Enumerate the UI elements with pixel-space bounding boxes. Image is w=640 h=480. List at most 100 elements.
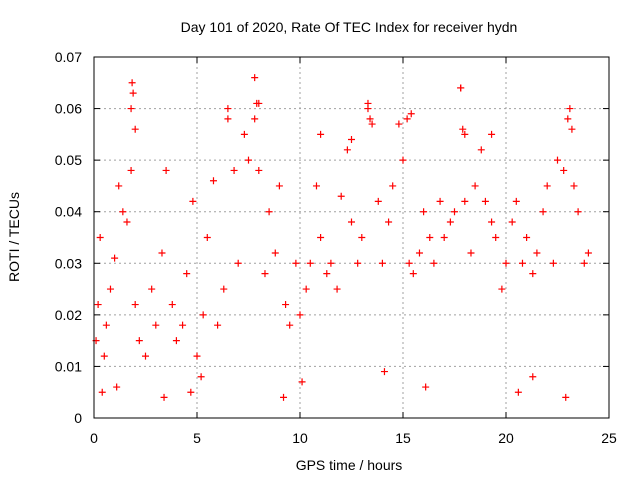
data-point: [296, 311, 304, 319]
data-point: [317, 234, 325, 241]
chart-title: Day 101 of 2020, Rate Of TEC Index for r…: [181, 19, 518, 35]
data-point: [514, 388, 522, 396]
data-point: [323, 270, 331, 278]
data-point: [306, 259, 314, 267]
data-point: [568, 125, 576, 133]
data-point: [111, 254, 119, 262]
data-point: [564, 115, 572, 123]
data-point: [358, 234, 366, 241]
y-tick-label: 0.05: [55, 152, 82, 168]
data-point: [261, 270, 269, 278]
data-point: [119, 208, 127, 216]
x-tick-label: 15: [395, 430, 411, 446]
data-point: [224, 115, 232, 123]
data-point: [467, 249, 475, 257]
data-point: [337, 192, 345, 200]
x-tick-label: 5: [193, 430, 201, 446]
data-point: [275, 182, 283, 190]
data-point: [312, 182, 320, 190]
data-point: [399, 156, 407, 164]
data-point: [409, 270, 417, 278]
data-point: [529, 373, 537, 381]
plot-frame: [93, 56, 610, 419]
data-point: [543, 182, 551, 190]
data-point: [282, 301, 290, 309]
data-point: [168, 301, 176, 309]
data-point: [148, 285, 156, 293]
data-point: [106, 285, 114, 293]
data-point: [240, 130, 248, 138]
data-point: [570, 182, 578, 190]
data-point: [422, 383, 430, 391]
data-point: [481, 197, 489, 205]
data-point: [436, 197, 444, 205]
data-point: [265, 208, 273, 216]
data-point: [102, 321, 110, 329]
data-point: [518, 259, 526, 267]
data-point: [255, 99, 263, 107]
data-point: [446, 218, 454, 226]
data-point: [354, 259, 362, 267]
data-point: [96, 234, 104, 241]
data-point: [477, 146, 485, 154]
data-point: [549, 259, 557, 267]
data-point: [158, 249, 166, 257]
data-point: [245, 156, 252, 164]
data-point: [554, 156, 561, 164]
data-point: [131, 125, 139, 133]
data-point: [183, 270, 191, 278]
data-point: [131, 301, 139, 309]
data-point: [492, 234, 500, 241]
y-tick-label: 0.02: [55, 307, 82, 323]
data-point: [461, 130, 469, 138]
data-point: [187, 388, 195, 396]
data-point: [366, 115, 374, 123]
data-point: [203, 234, 211, 241]
data-point: [389, 182, 397, 190]
y-tick-label: 0.01: [55, 358, 82, 374]
data-point: [426, 234, 434, 241]
data-point: [193, 352, 201, 360]
data-point: [420, 208, 428, 216]
data-point: [403, 115, 411, 123]
data-point: [127, 166, 135, 174]
y-tick-label: 0.06: [55, 101, 82, 117]
grid: [94, 57, 609, 418]
data-point: [560, 166, 568, 174]
data-point: [286, 321, 294, 329]
data-point: [574, 208, 582, 216]
y-axis-label: ROTI / TECUs: [6, 192, 22, 282]
data-point: [529, 270, 537, 278]
data-point: [224, 105, 232, 113]
data-point: [533, 249, 541, 257]
x-tick-label: 10: [292, 430, 308, 446]
data-point: [234, 259, 242, 267]
data-point: [189, 197, 197, 205]
data-point: [333, 285, 341, 293]
data-point: [508, 218, 516, 226]
data-point: [271, 249, 279, 257]
data-point: [255, 166, 263, 174]
x-tick-label: 0: [90, 430, 98, 446]
data-point: [115, 182, 123, 190]
data-point: [512, 197, 520, 205]
data-point: [471, 182, 479, 190]
data-point: [94, 301, 102, 309]
data-point: [127, 105, 135, 113]
data-point: [488, 130, 496, 138]
data-point: [113, 383, 121, 391]
data-point: [230, 166, 238, 174]
data-point: [430, 259, 438, 267]
data-point: [162, 166, 170, 174]
y-tick-label: 0: [74, 410, 82, 426]
data-point: [251, 115, 259, 123]
data-point: [160, 393, 168, 401]
data-point: [580, 259, 588, 267]
data-point: [457, 84, 465, 92]
data-point: [123, 218, 131, 226]
data-point: [172, 337, 180, 345]
x-tick-label: 25: [601, 430, 617, 446]
data-point: [292, 259, 300, 267]
data-point: [407, 110, 415, 118]
